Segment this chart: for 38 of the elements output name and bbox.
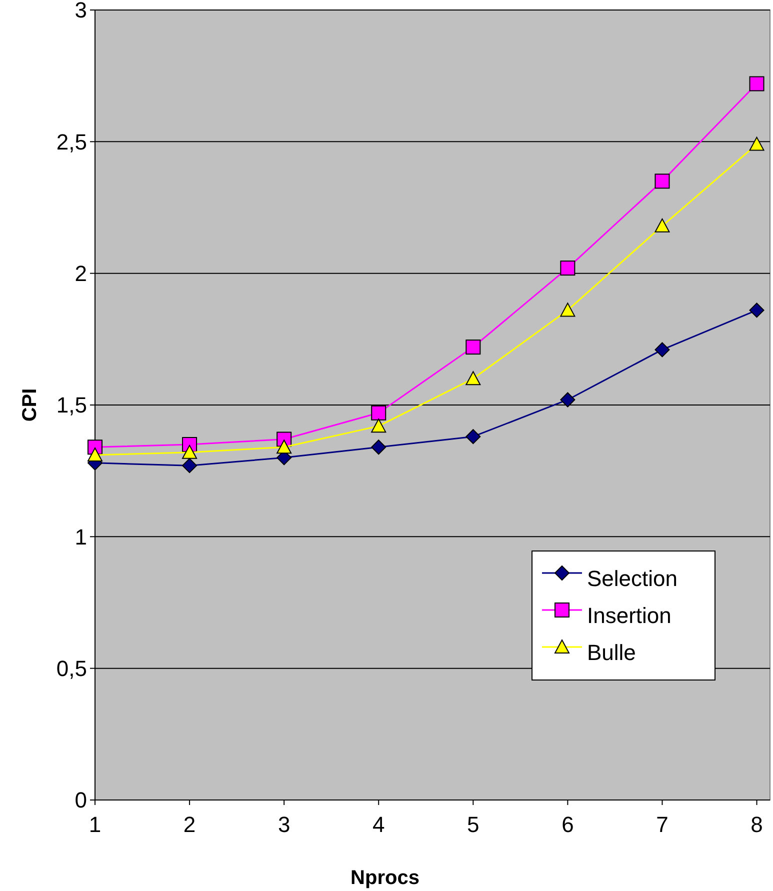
point xyxy=(371,440,386,455)
y-tick-label: 2 xyxy=(74,261,87,286)
x-tick-label: 6 xyxy=(562,812,574,837)
point xyxy=(654,174,670,189)
point xyxy=(654,218,670,232)
point xyxy=(749,76,764,92)
point xyxy=(749,302,764,318)
y-tick-label: 1,5 xyxy=(56,392,87,418)
point xyxy=(182,444,198,459)
point xyxy=(466,429,481,444)
legend-label: Insertion xyxy=(587,603,672,628)
point xyxy=(371,418,386,433)
legend-label: Selection xyxy=(587,566,678,591)
point xyxy=(466,340,481,355)
x-tick-label: 7 xyxy=(656,812,668,837)
point xyxy=(560,392,576,408)
point xyxy=(182,458,198,474)
x-tick-label: 4 xyxy=(372,812,385,837)
point xyxy=(560,260,576,276)
y-axis-title: CPI xyxy=(19,388,41,422)
point xyxy=(560,302,576,317)
x-tick-label: 5 xyxy=(467,812,480,837)
y-tick-label: 2,5 xyxy=(56,129,87,154)
point xyxy=(276,440,292,454)
y-tick-label: 1 xyxy=(74,524,87,550)
y-tick-label: 0 xyxy=(74,788,87,813)
point xyxy=(371,405,386,420)
point xyxy=(466,371,481,386)
point xyxy=(88,448,102,462)
x-tick-label: 8 xyxy=(750,812,763,837)
point xyxy=(749,136,764,151)
y-tick-label: 0,5 xyxy=(56,656,87,682)
y-tick-label: 3 xyxy=(74,0,87,23)
x-tick-label: 2 xyxy=(183,812,196,837)
x-tick-label: 3 xyxy=(278,812,290,837)
legend-label: Bulle xyxy=(587,640,636,665)
point xyxy=(654,342,670,358)
x-axis-title: Nprocs xyxy=(350,867,420,889)
